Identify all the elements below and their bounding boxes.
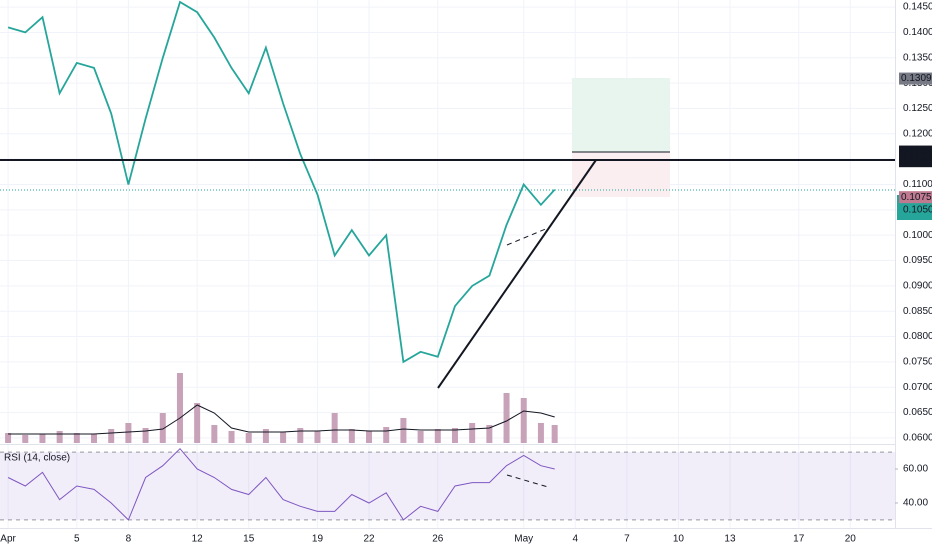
rsi-line — [7, 447, 555, 521]
y-tick-label: 0.1400 — [903, 27, 932, 38]
volume-bar — [469, 423, 476, 443]
x-tick-label: 5 — [74, 534, 80, 545]
volume-bar — [400, 418, 407, 443]
volume-bar — [22, 435, 29, 443]
y-tick-label: 0.0850 — [903, 306, 932, 317]
trend-line — [437, 159, 597, 389]
volume-bar — [451, 428, 458, 443]
x-tick-label: 7 — [624, 534, 630, 545]
x-tick-label: 12 — [192, 534, 204, 545]
volume-bar — [537, 423, 544, 443]
volume-bar — [331, 413, 338, 443]
volume-ma-line — [8, 404, 555, 435]
volume-bar — [297, 428, 304, 443]
volume-bar — [366, 431, 373, 443]
x-tick-label: 15 — [243, 534, 255, 545]
y-tick-label: 0.0900 — [903, 281, 932, 292]
price-label-box — [899, 145, 932, 158]
y-tick-label: 0.0650 — [903, 407, 932, 418]
volume-bar — [108, 429, 115, 443]
price-label-box — [899, 155, 932, 168]
volume-bar — [503, 393, 510, 443]
price-label: 0.1146 — [901, 156, 931, 167]
y-tick-label: 0.1050 — [903, 204, 932, 215]
price-label-box — [899, 191, 932, 204]
volume-bar — [5, 433, 12, 443]
x-tick-label: 8 — [126, 534, 132, 545]
volume-bar — [56, 431, 63, 443]
x-tick-label: Apr — [0, 534, 16, 545]
volume-bar — [245, 433, 252, 443]
x-tick-label: 19 — [312, 534, 324, 545]
y-tick-label: 0.1000 — [903, 230, 932, 241]
price-label: 0.1075 — [901, 192, 932, 203]
price-line — [7, 0, 556, 364]
volume-bar — [383, 427, 390, 443]
volume-bar — [417, 431, 424, 443]
rsi-band-fill — [0, 452, 895, 520]
divergence-line — [506, 227, 549, 246]
x-tick-label: 26 — [432, 534, 444, 545]
x-tick-label: 17 — [793, 534, 805, 545]
volume-bar — [280, 432, 287, 443]
y-tick-label: 0.1350 — [903, 52, 932, 63]
y-tick-label: 60.00 — [903, 464, 928, 475]
price-label: 0.1309 — [901, 73, 932, 84]
y-tick-label: 0.0750 — [903, 357, 932, 368]
volume-bar — [211, 425, 218, 443]
x-tick-label: 22 — [363, 534, 375, 545]
volume-bar — [176, 373, 183, 443]
x-tick-label: 13 — [724, 534, 736, 545]
y-tick-label: 0.0950 — [903, 255, 932, 266]
y-tick-label: 0.1200 — [903, 128, 932, 139]
x-tick-label: 20 — [845, 534, 857, 545]
volume-bar — [486, 425, 493, 443]
volume-bar — [73, 433, 80, 443]
volume-bar — [314, 431, 321, 443]
x-tick-label: 4 — [573, 534, 579, 545]
rsi-title: RSI (14, close) — [4, 453, 70, 464]
y-tick-label: 0.1100 — [903, 179, 932, 190]
volume-bar — [434, 429, 441, 443]
volume-bar — [551, 425, 558, 443]
y-tick-label: 0.1250 — [903, 103, 932, 114]
volume-bar — [262, 429, 269, 443]
x-tick-label: 10 — [673, 534, 685, 545]
y-tick-label: 0.0700 — [903, 382, 932, 393]
volume-bar — [125, 423, 132, 443]
y-tick-label: 40.00 — [903, 498, 928, 509]
x-tick-label: May — [514, 534, 533, 545]
volume-bar — [142, 428, 149, 443]
price-label: 0.1165 — [901, 146, 931, 157]
volume-bar — [159, 413, 166, 443]
volume-bar — [39, 434, 46, 443]
volume-bar — [228, 431, 235, 443]
target-zone — [572, 78, 670, 152]
y-tick-label: 0.0600 — [903, 433, 932, 444]
volume-bar — [348, 429, 355, 443]
volume-bar — [520, 398, 527, 443]
volume-bar — [91, 434, 98, 443]
price-label-box — [899, 72, 932, 85]
volume-bar — [194, 403, 201, 443]
plot-layer — [0, 0, 895, 528]
rsi-divergence-line — [506, 474, 549, 488]
y-tick-label: 0.1450 — [903, 2, 932, 13]
y-tick-label: 0.0800 — [903, 331, 932, 342]
